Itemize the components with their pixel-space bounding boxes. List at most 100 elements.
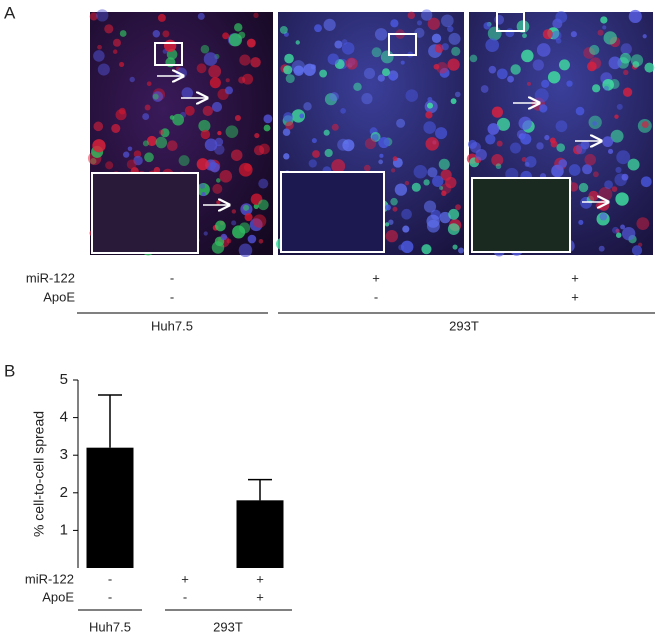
cell — [592, 171, 599, 178]
cell — [303, 102, 312, 111]
cell — [92, 139, 106, 153]
cell — [384, 204, 391, 211]
cell — [495, 163, 502, 170]
cell — [337, 138, 350, 151]
cell — [445, 176, 457, 189]
cell — [392, 156, 398, 162]
cell — [536, 43, 551, 57]
cell — [111, 123, 121, 133]
cell — [319, 69, 328, 78]
error-bar — [248, 478, 272, 501]
condition-sign: - — [108, 589, 112, 604]
group-label: Huh7.5 — [151, 318, 193, 333]
cell — [93, 121, 104, 132]
cell — [595, 202, 603, 210]
cell — [175, 67, 187, 79]
cell — [575, 106, 585, 116]
cell — [208, 65, 222, 78]
cell — [123, 151, 130, 158]
cell — [441, 190, 447, 197]
cell — [439, 186, 444, 191]
cell — [112, 38, 121, 47]
cell — [216, 200, 221, 205]
cell — [578, 182, 589, 193]
cell — [324, 148, 333, 158]
cell — [555, 38, 562, 44]
cell — [112, 49, 118, 54]
cell — [623, 69, 629, 76]
cell — [603, 31, 617, 45]
cell — [225, 125, 239, 139]
y-tick-label: 5 — [60, 371, 68, 388]
cell — [363, 67, 376, 80]
cell — [118, 61, 125, 68]
cell — [203, 231, 208, 236]
panel-label: B — [4, 361, 15, 380]
row-label: miR-122 — [25, 571, 74, 586]
condition-sign: - — [170, 270, 174, 285]
cell — [452, 244, 458, 250]
cell — [536, 142, 544, 150]
cell — [172, 113, 184, 126]
cell — [532, 59, 544, 71]
cell — [263, 114, 273, 124]
cell — [144, 104, 151, 111]
cell — [242, 73, 254, 85]
cell — [390, 197, 398, 206]
bar — [86, 447, 134, 568]
cell — [392, 206, 398, 212]
bar — [236, 500, 284, 568]
cell — [127, 146, 133, 152]
cell — [611, 186, 618, 192]
cell — [600, 16, 608, 24]
cell — [226, 238, 232, 244]
cell — [238, 243, 253, 258]
cell — [592, 121, 597, 126]
cell — [549, 137, 556, 144]
condition-sign: - — [183, 589, 187, 604]
cell — [238, 76, 246, 84]
cell — [485, 38, 500, 53]
condition-sign: - — [170, 289, 174, 304]
cell — [425, 137, 439, 151]
y-tick-label: 1 — [60, 521, 68, 538]
cell — [438, 158, 450, 170]
cell — [575, 143, 587, 155]
cell — [539, 104, 548, 113]
cell — [203, 52, 218, 66]
cell — [423, 121, 436, 134]
cell — [610, 129, 624, 143]
cell — [152, 30, 161, 38]
cell — [423, 200, 437, 213]
cell — [551, 30, 562, 41]
cell — [250, 57, 261, 68]
cell — [455, 204, 461, 211]
cell — [390, 19, 399, 28]
cell — [160, 128, 170, 138]
cell — [636, 217, 650, 230]
cell — [282, 128, 291, 136]
cell — [441, 14, 454, 28]
inset — [471, 177, 571, 253]
cell — [200, 129, 211, 140]
cell — [483, 22, 491, 30]
cell — [327, 53, 339, 65]
cell — [133, 155, 143, 166]
cell — [196, 158, 209, 171]
cell — [284, 53, 294, 64]
cell — [436, 62, 448, 74]
inset — [280, 171, 385, 253]
cell — [518, 116, 532, 130]
cell — [614, 114, 619, 119]
cell — [377, 74, 385, 82]
cell — [201, 192, 206, 197]
cell — [129, 76, 135, 83]
cell — [314, 24, 322, 33]
cell — [534, 88, 549, 103]
cell — [505, 28, 515, 38]
cell — [448, 32, 461, 45]
cell — [433, 63, 440, 70]
cell — [526, 81, 532, 86]
cell — [219, 170, 233, 183]
cell — [628, 9, 642, 24]
